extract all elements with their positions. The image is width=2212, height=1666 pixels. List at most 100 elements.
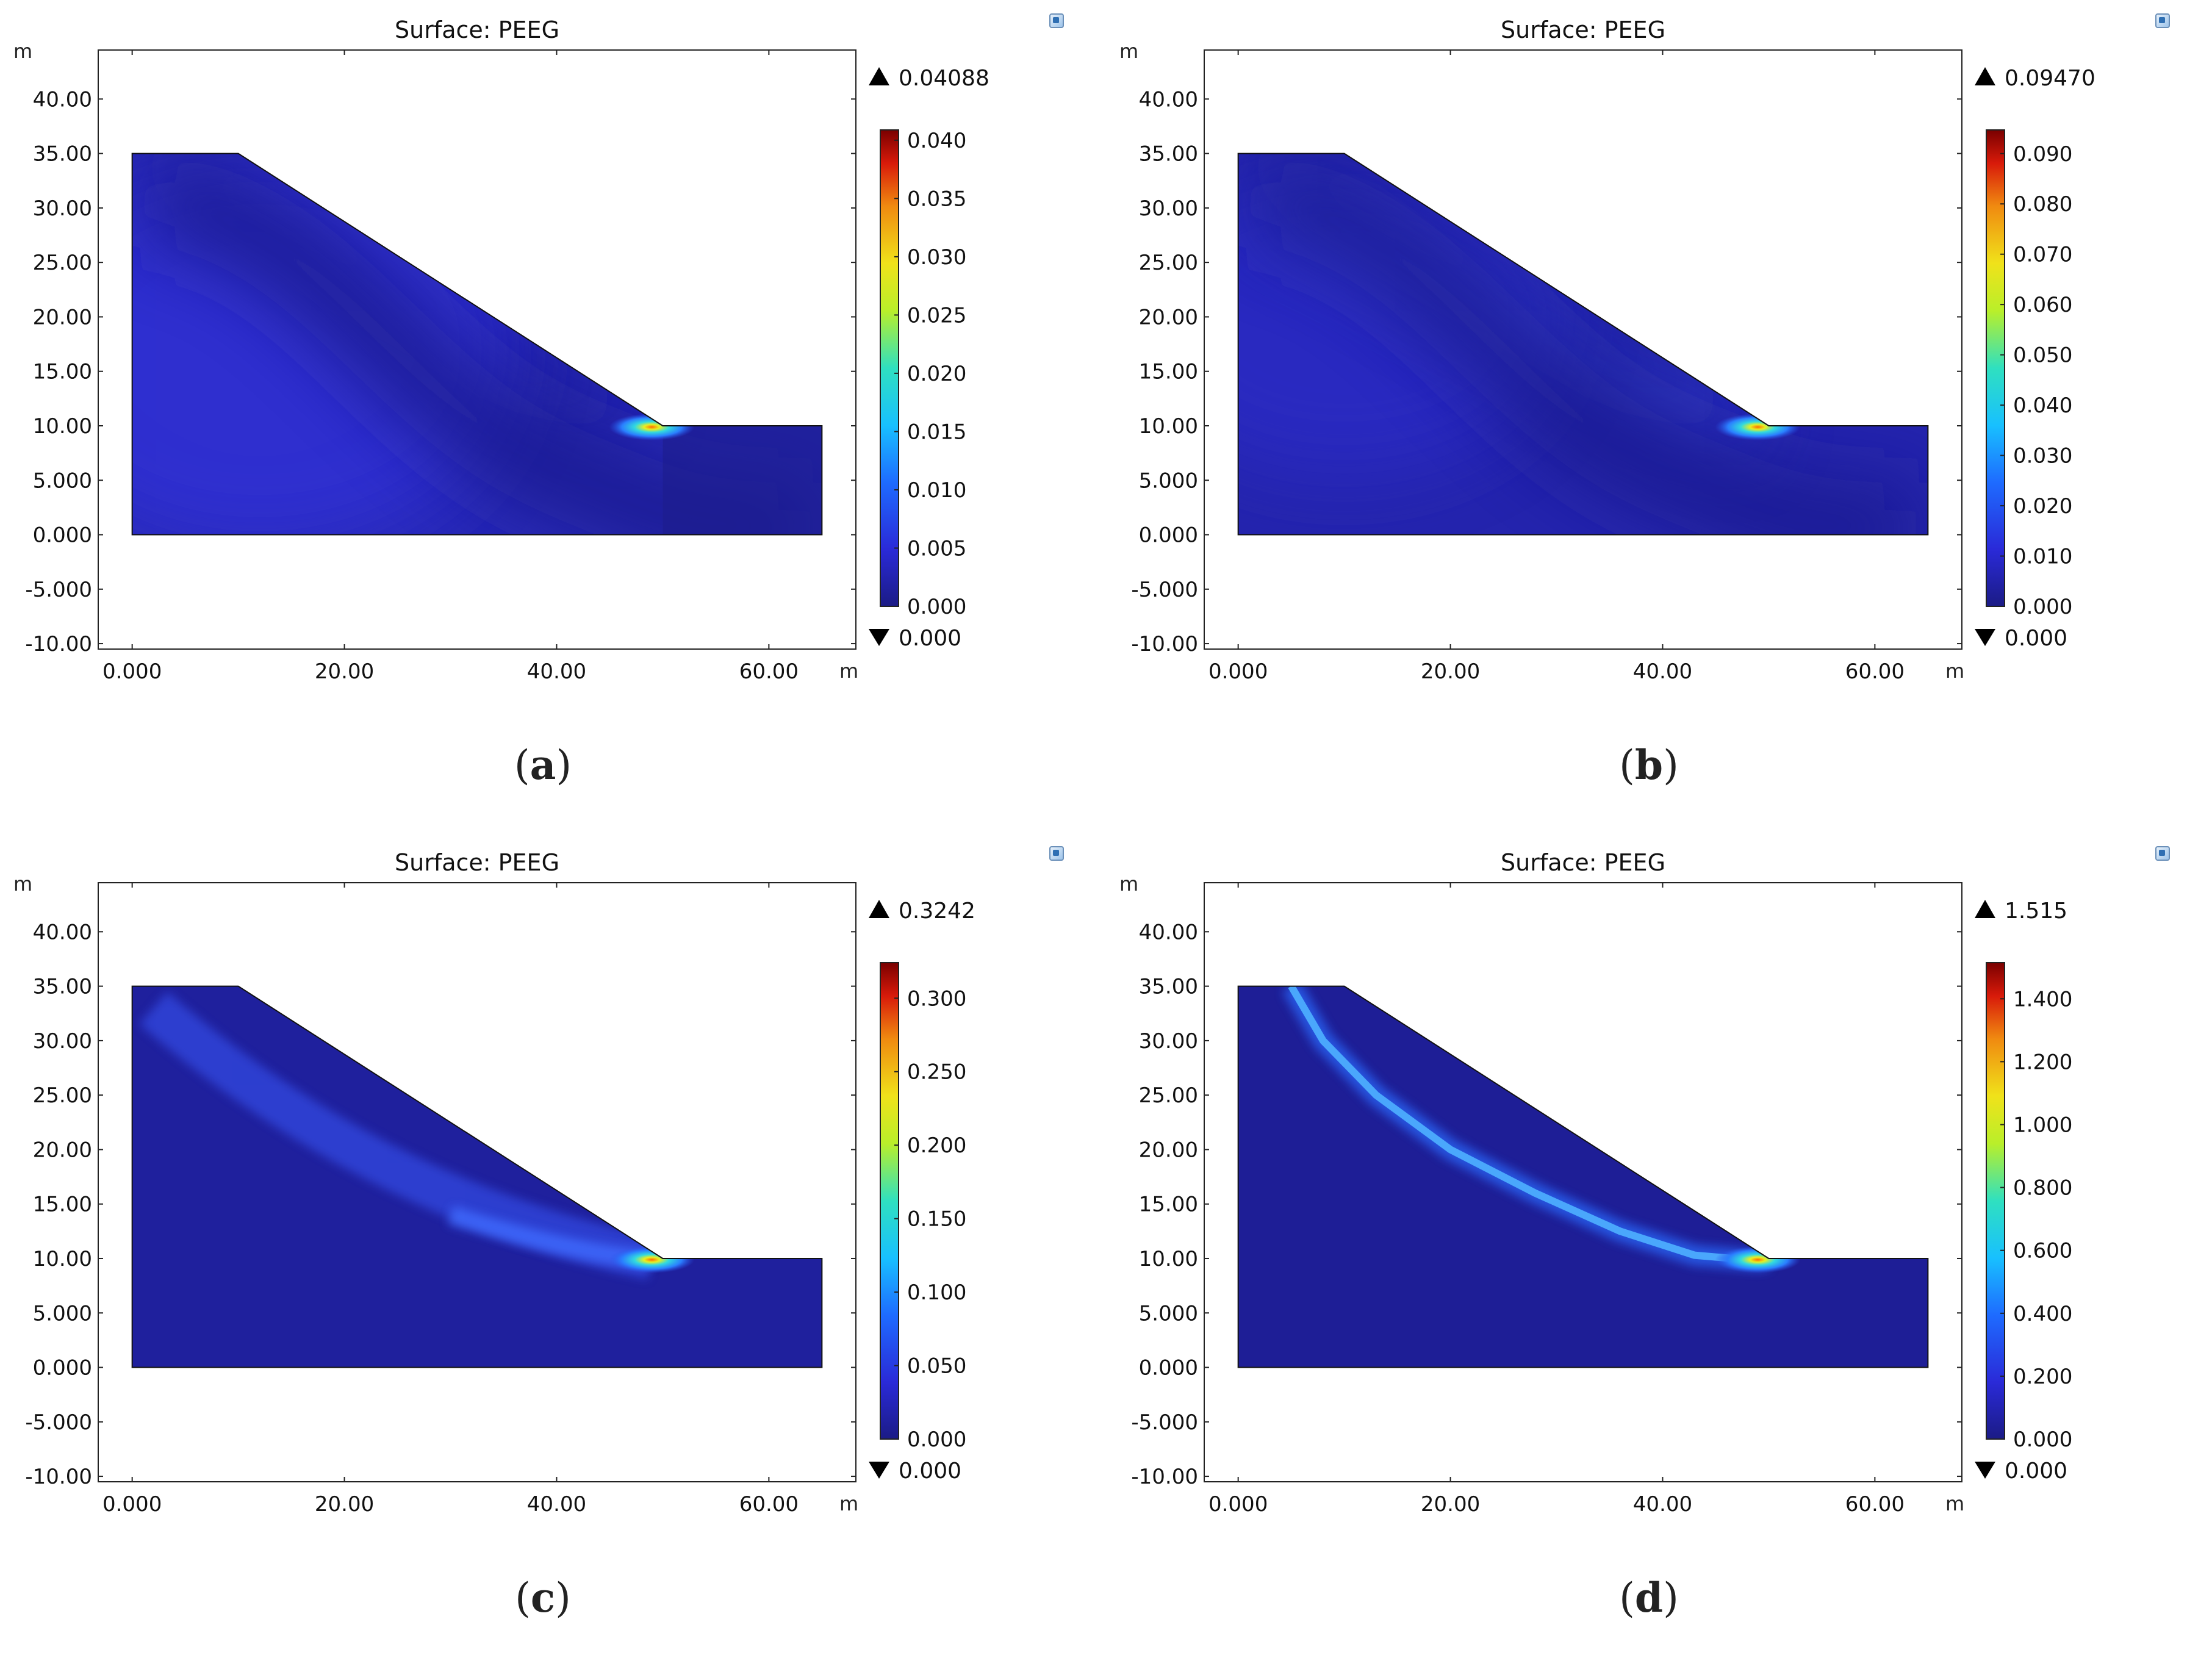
field-surface (1238, 986, 1928, 1368)
y-tick-label: 0.000 (33, 523, 92, 548)
plot-toolbar-icon[interactable] (1049, 13, 1064, 28)
y-tick-label: 10.00 (1139, 1247, 1198, 1271)
y-tick-label: 5.000 (1139, 1301, 1198, 1326)
caption-paren-open: ( (514, 742, 530, 789)
colorbar-tick-label: 0.000 (907, 595, 966, 619)
y-unit-label: m (1119, 40, 1138, 63)
y-tick-label: 15.00 (33, 1193, 92, 1217)
plot-toolbar-icon[interactable] (2155, 13, 2170, 28)
x-tick-label: 20.00 (1421, 1492, 1480, 1517)
chart-panel-d: Surface: PEEG m m -10.00 -5.000 0.000 5.000 10.… (1106, 833, 2212, 1665)
colorbar (880, 963, 899, 1439)
max-value-label: 0.3242 (899, 899, 975, 924)
caption-paren-close: ) (1663, 742, 1679, 789)
y-tick-label: -5.000 (1131, 578, 1198, 602)
x-unit-label: m (1945, 659, 1964, 683)
chart-panel-b: Surface: PEEG m m -10.00 -5.000 0.000 5.000 10.… (1106, 0, 2212, 833)
plot-toolbar-icon[interactable] (1049, 846, 1064, 861)
colorbar-tick-label: 1.400 (2013, 987, 2072, 1011)
y-tick-label: -5.000 (25, 1410, 92, 1435)
y-tick-label: 20.00 (1139, 1138, 1198, 1162)
colorbar-tick-label: 0.005 (907, 536, 966, 561)
y-unit-label: m (13, 40, 32, 63)
colorbar-tick-label: 0.040 (907, 129, 966, 153)
base-tone (132, 986, 822, 1368)
x-tick-label: 40.00 (1633, 1492, 1692, 1517)
y-tick-label: -10.00 (25, 1465, 92, 1489)
x-tick-label: 60.00 (1845, 1492, 1905, 1517)
colorbar-tick-label: 0.150 (907, 1207, 966, 1232)
y-tick-label: 10.00 (33, 414, 92, 439)
colorbar (880, 130, 899, 606)
min-triangle-icon (869, 629, 889, 646)
colorbar-tick-label: 0.050 (2013, 343, 2072, 368)
max-triangle-icon (869, 67, 889, 85)
x-tick-label: 60.00 (1845, 659, 1905, 684)
colorbar-tick-label: 0.050 (907, 1354, 966, 1379)
x-tick-label: 0.000 (1208, 1492, 1268, 1517)
y-tick-label: 20.00 (1139, 305, 1198, 329)
figure-grid: Surface: PEEG m m -10.00 -5.000 0.000 5.000 10.… (0, 0, 2212, 1666)
chart-title: Surface: PEEG (395, 849, 559, 876)
chart-panel-c: Surface: PEEG m m -10.00 -5.000 0.000 5.000 10.… (0, 833, 1106, 1665)
chart-panel-a: Surface: PEEG m m -10.00 -5.000 0.000 5.000 10.… (0, 0, 1106, 833)
colorbar-tick-label: 0.015 (907, 420, 966, 444)
y-tick-label: -5.000 (1131, 1410, 1198, 1435)
min-value-label: 0.000 (2005, 626, 2067, 651)
chart-title: Surface: PEEG (395, 16, 559, 43)
colorbar-tick-label: 0.250 (907, 1060, 966, 1085)
caption-letter: d (1635, 1574, 1663, 1621)
plot-toolbar-icon[interactable] (2155, 846, 2170, 861)
colorbar-tick-label: 0.020 (907, 362, 966, 386)
chart-svg-a: Surface: PEEG m m -10.00 -5.000 0.000 5.000 10.… (0, 0, 1106, 833)
caption-paren-open: ( (1619, 742, 1635, 789)
x-tick-label: 60.00 (739, 1492, 799, 1517)
x-tick-label: 0.000 (102, 659, 162, 684)
peak-hotspot (1715, 414, 1800, 440)
y-tick-label: 15.00 (1139, 360, 1198, 384)
y-tick-label: -10.00 (1131, 1465, 1198, 1489)
y-tick-label: 35.00 (33, 975, 92, 999)
chart-title: Surface: PEEG (1501, 849, 1665, 876)
y-tick-label: 40.00 (33, 87, 92, 112)
caption-letter: a (530, 741, 556, 789)
max-value-label: 1.515 (2005, 899, 2067, 924)
y-tick-label: 30.00 (1139, 1029, 1198, 1054)
peak-hotspot (1715, 1246, 1800, 1273)
x-tick-label: 40.00 (527, 1492, 586, 1517)
y-tick-label: 25.00 (1139, 1083, 1198, 1108)
y-tick-label: 40.00 (33, 920, 92, 944)
colorbar-tick-label: 1.000 (2013, 1113, 2072, 1137)
colorbar-tick-label: 0.070 (2013, 243, 2072, 267)
x-tick-label: 40.00 (527, 659, 586, 684)
y-tick-label: 35.00 (1139, 975, 1198, 999)
y-tick-label: 25.00 (33, 1083, 92, 1108)
field-surface (1125, 154, 1928, 535)
figure-caption: (c) (421, 1574, 665, 1621)
max-value-label: 0.04088 (899, 66, 989, 91)
min-triangle-icon (1975, 629, 1995, 646)
y-tick-label: 35.00 (33, 142, 92, 167)
field-surface (3, 148, 822, 551)
min-triangle-icon (1975, 1462, 1995, 1479)
caption-letter: c (531, 1574, 555, 1621)
y-tick-label: 10.00 (1139, 414, 1198, 439)
y-tick-label: 30.00 (33, 196, 92, 221)
max-triangle-icon (1975, 67, 1995, 85)
colorbar-tick-label: 0.800 (2013, 1176, 2072, 1201)
colorbar-tick-label: 0.000 (2013, 1427, 2072, 1452)
y-tick-label: 0.000 (33, 1356, 92, 1381)
y-unit-label: m (13, 872, 32, 896)
chart-svg-d: Surface: PEEGmm-10.00-5.0000.0005.00010.… (1106, 833, 2212, 1665)
y-tick-label: 0.000 (1139, 523, 1198, 548)
colorbar-tick-label: 0.400 (2013, 1302, 2072, 1326)
colorbar-tick-label: 0.035 (907, 187, 966, 211)
colorbar (1986, 130, 2005, 606)
x-tick-label: 40.00 (1633, 659, 1692, 684)
x-unit-label: m (1945, 1492, 1964, 1515)
y-tick-label: 5.000 (1139, 469, 1198, 493)
y-tick-label: 35.00 (1139, 142, 1198, 167)
y-tick-label: 5.000 (33, 1301, 92, 1326)
y-tick-label: 30.00 (33, 1029, 92, 1054)
colorbar-tick-label: 0.200 (907, 1133, 966, 1158)
